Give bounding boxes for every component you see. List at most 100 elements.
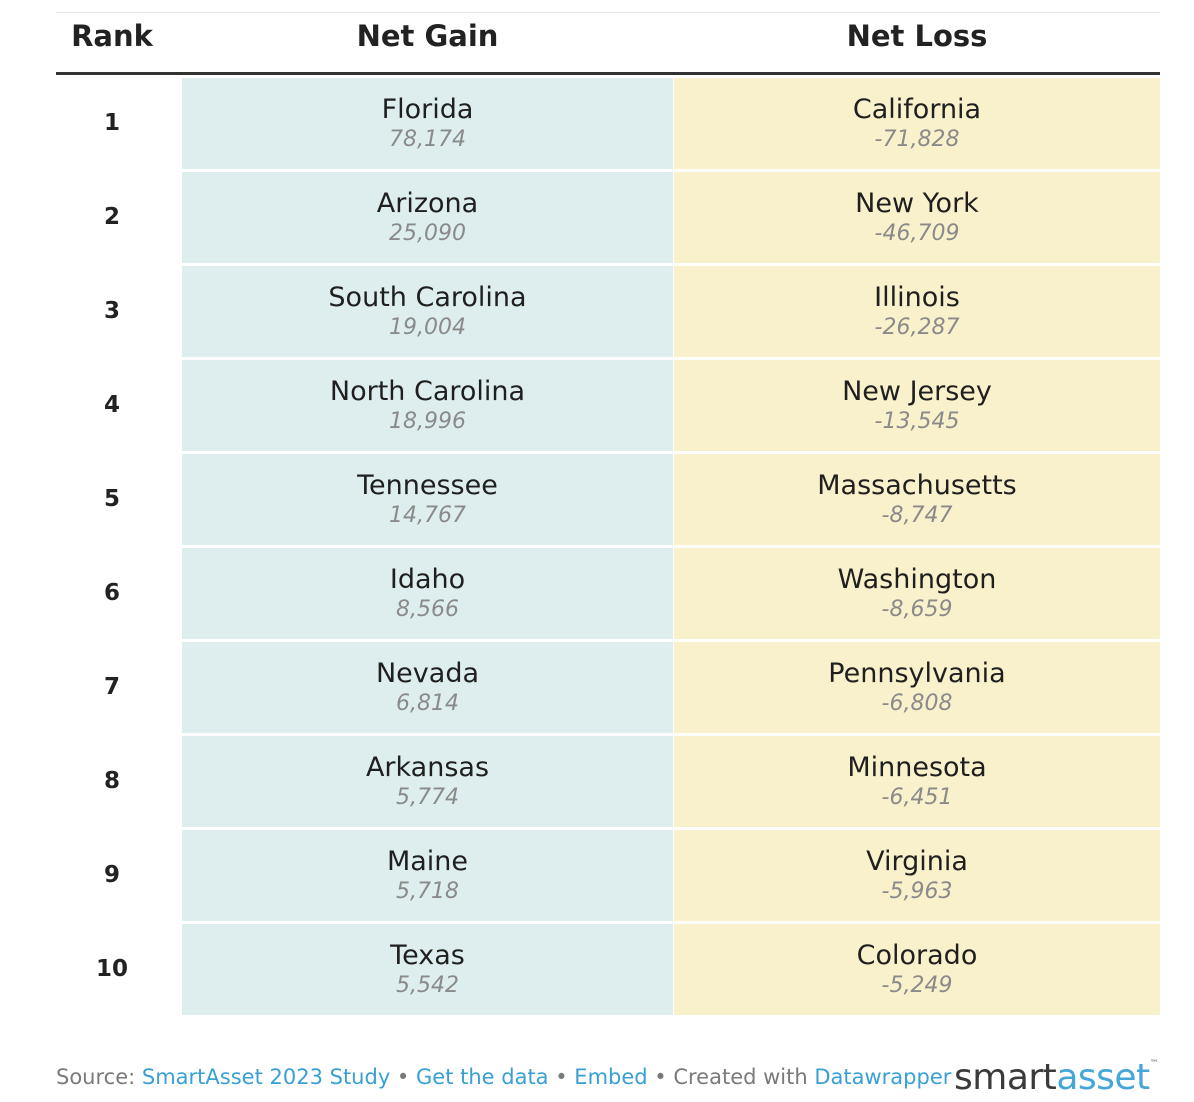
net-loss-cell: Massachusetts -8,747: [674, 454, 1160, 545]
gain-value: 6,814: [396, 691, 459, 716]
separator: •: [548, 1065, 575, 1089]
gain-state-name: Tennessee: [357, 470, 498, 501]
rank-cell: 5: [103, 486, 120, 512]
loss-value: -6,808: [881, 691, 953, 716]
net-gain-cell: South Carolina 19,004: [182, 266, 673, 357]
gain-state-name: Arkansas: [365, 752, 490, 783]
table-row: 4 North Carolina 18,996 New Jersey -13,545: [56, 360, 1160, 451]
rank-cell: 4: [103, 392, 120, 418]
loss-state-name: New Jersey: [842, 376, 992, 407]
loss-value: -8,747: [881, 503, 953, 528]
gain-state-name: North Carolina: [329, 376, 526, 407]
table-row: 1 Florida 78,174 California -71,828: [56, 78, 1160, 169]
net-loss-cell: Washington -8,659: [674, 548, 1160, 639]
table-body: 1 Florida 78,174 California -71,828 2 Arizona 2…: [56, 75, 1160, 1015]
header-divider: [56, 72, 1160, 75]
gain-value: 14,767: [389, 503, 466, 528]
loss-state-name: Minnesota: [847, 752, 987, 783]
table-row: 2 Arizona 25,090 New York -46,709: [56, 172, 1160, 263]
rank-cell: 7: [103, 674, 120, 700]
table-row: 10 Texas 5,542 Colorado -5,249: [56, 924, 1160, 1015]
loss-value: -71,828: [874, 127, 960, 152]
net-loss-cell: Colorado -5,249: [674, 924, 1160, 1015]
rank-cell: 1: [103, 110, 120, 136]
gain-value: 78,174: [389, 127, 466, 152]
loss-state-name: Massachusetts: [817, 470, 1017, 501]
rank-cell: 10: [95, 956, 128, 982]
net-gain-cell: Arizona 25,090: [182, 172, 673, 263]
net-loss-cell: Minnesota -6,451: [674, 736, 1160, 827]
loss-state-name: Washington: [837, 564, 997, 595]
created-with-label: • Created with: [647, 1065, 815, 1089]
gain-state-name: Nevada: [375, 658, 480, 689]
logo-asset: asset: [1056, 1057, 1150, 1098]
gain-value: 5,542: [396, 973, 459, 998]
table-row: 8 Arkansas 5,774 Minnesota -6,451: [56, 736, 1160, 827]
net-gain-cell: Florida 78,174: [182, 78, 673, 169]
source-link[interactable]: SmartAsset 2023 Study: [141, 1065, 391, 1089]
loss-state-name: New York: [855, 188, 979, 219]
rank-cell: 6: [103, 580, 120, 606]
gain-state-name: Florida: [381, 94, 474, 125]
loss-state-name: Colorado: [856, 940, 978, 971]
gain-state-name: Arizona: [376, 188, 479, 219]
datawrapper-link[interactable]: Datawrapper: [814, 1065, 952, 1089]
net-loss-cell: Virginia -5,963: [674, 830, 1160, 921]
net-loss-cell: New Jersey -13,545: [674, 360, 1160, 451]
gain-value: 5,774: [396, 785, 459, 810]
loss-state-name: Pennsylvania: [828, 658, 1006, 689]
gain-value: 25,090: [389, 221, 466, 246]
net-gain-cell: North Carolina 18,996: [182, 360, 673, 451]
gain-value: 8,566: [396, 597, 459, 622]
net-gain-cell: Nevada 6,814: [182, 642, 673, 733]
logo-trademark: ™: [1149, 1059, 1159, 1069]
net-loss-cell: California -71,828: [674, 78, 1160, 169]
net-gain-cell: Tennessee 14,767: [182, 454, 673, 545]
net-gain-cell: Arkansas 5,774: [182, 736, 673, 827]
gain-value: 18,996: [389, 409, 466, 434]
net-loss-cell: Illinois -26,287: [674, 266, 1160, 357]
loss-value: -13,545: [874, 409, 960, 434]
source-label: Source:: [56, 1065, 142, 1089]
table-row: 5 Tennessee 14,767 Massachusetts -8,747: [56, 454, 1160, 545]
separator: •: [390, 1065, 416, 1089]
net-loss-cell: New York -46,709: [674, 172, 1160, 263]
embed-link[interactable]: Embed: [574, 1065, 648, 1089]
get-data-link[interactable]: Get the data: [416, 1065, 549, 1089]
rank-cell: 8: [103, 768, 120, 794]
header-net-loss: Net Loss: [846, 19, 988, 53]
gain-value: 19,004: [389, 315, 466, 340]
logo-smart: smart: [954, 1057, 1057, 1098]
loss-value: -5,963: [881, 879, 953, 904]
gain-state-name: Idaho: [389, 564, 466, 595]
table-row: 3 South Carolina 19,004 Illinois -26,287: [56, 266, 1160, 357]
loss-value: -26,287: [874, 315, 960, 340]
rank-cell: 9: [103, 862, 120, 888]
rank-cell: 3: [103, 298, 120, 324]
table-row: 7 Nevada 6,814 Pennsylvania -6,808: [56, 642, 1160, 733]
gain-state-name: Maine: [386, 846, 469, 877]
table-row: 6 Idaho 8,566 Washington -8,659: [56, 548, 1160, 639]
header-rank: Rank: [71, 19, 153, 53]
loss-state-name: Illinois: [874, 282, 960, 313]
chart-footer: Source: SmartAsset 2023 Study • Get the …: [56, 1062, 951, 1092]
rank-cell: 2: [103, 204, 120, 230]
gain-value: 5,718: [396, 879, 459, 904]
gain-state-name: Texas: [390, 940, 465, 971]
net-gain-cell: Maine 5,718: [182, 830, 673, 921]
loss-value: -8,659: [881, 597, 953, 622]
loss-value: -46,709: [874, 221, 960, 246]
table-header: Rank Net Gain Net Loss: [56, 14, 1160, 72]
net-gain-cell: Idaho 8,566: [182, 548, 673, 639]
top-divider: [56, 12, 1160, 13]
net-loss-cell: Pennsylvania -6,808: [674, 642, 1160, 733]
header-net-gain: Net Gain: [356, 19, 499, 53]
table-row: 9 Maine 5,718 Virginia -5,963: [56, 830, 1160, 921]
loss-value: -5,249: [881, 973, 953, 998]
net-gain-cell: Texas 5,542: [182, 924, 673, 1015]
loss-value: -6,451: [881, 785, 953, 810]
smartasset-logo: smartasset™: [954, 1052, 1159, 1100]
loss-state-name: Virginia: [866, 846, 968, 877]
loss-state-name: California: [852, 94, 982, 125]
gain-state-name: South Carolina: [328, 282, 527, 313]
